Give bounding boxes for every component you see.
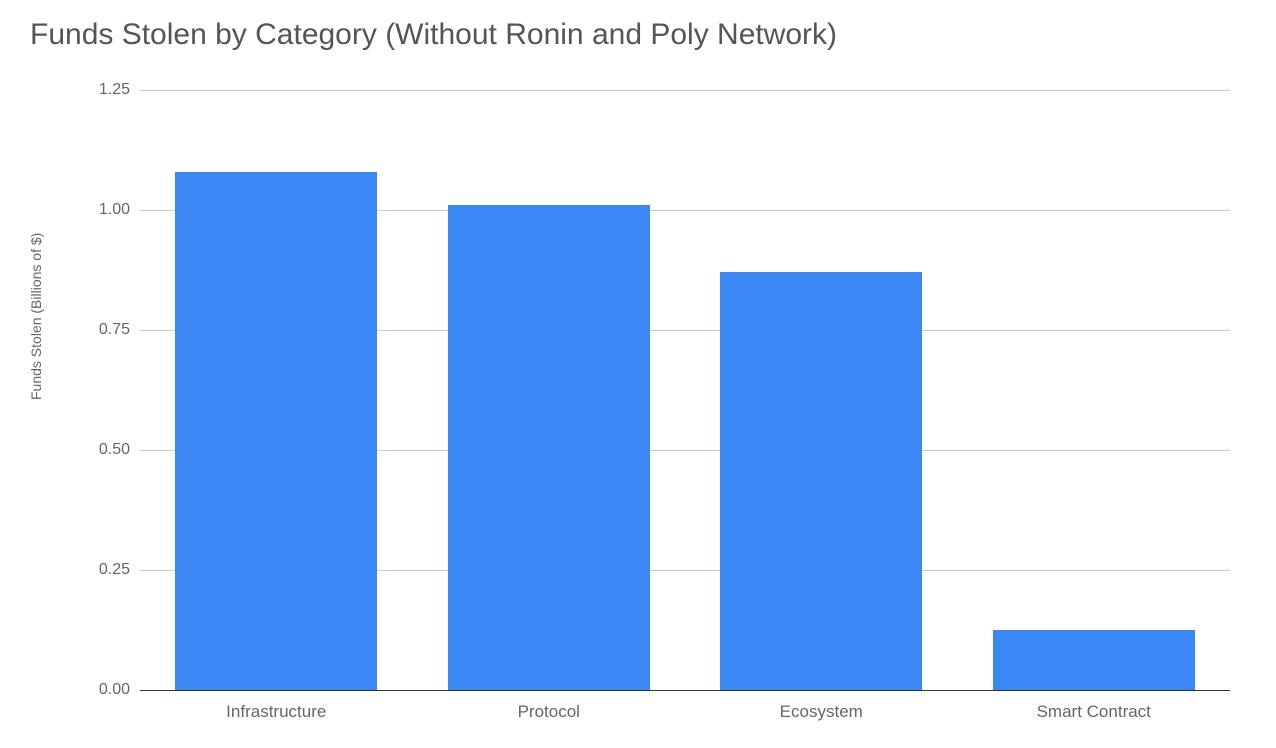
chart-title: Funds Stolen by Category (Without Ronin … bbox=[30, 18, 837, 52]
gridline bbox=[140, 90, 1230, 91]
x-tick-label: Smart Contract bbox=[1037, 702, 1151, 722]
chart-container: Funds Stolen by Category (Without Ronin … bbox=[0, 0, 1276, 748]
y-tick-label: 1.00 bbox=[70, 201, 130, 219]
bar bbox=[720, 272, 922, 690]
y-tick-label: 1.25 bbox=[70, 81, 130, 99]
bar bbox=[175, 172, 377, 690]
x-tick-label: Protocol bbox=[518, 702, 580, 722]
bar bbox=[448, 205, 650, 690]
bar bbox=[993, 630, 1195, 690]
y-tick-label: 0.75 bbox=[70, 321, 130, 339]
y-tick-label: 0.00 bbox=[70, 681, 130, 699]
y-axis-title: Funds Stolen (Billions of $) bbox=[28, 233, 44, 400]
x-tick-label: Ecosystem bbox=[780, 702, 863, 722]
y-tick-label: 0.25 bbox=[70, 561, 130, 579]
y-tick-label: 0.50 bbox=[70, 441, 130, 459]
plot-area bbox=[140, 90, 1230, 691]
x-tick-label: Infrastructure bbox=[226, 702, 326, 722]
